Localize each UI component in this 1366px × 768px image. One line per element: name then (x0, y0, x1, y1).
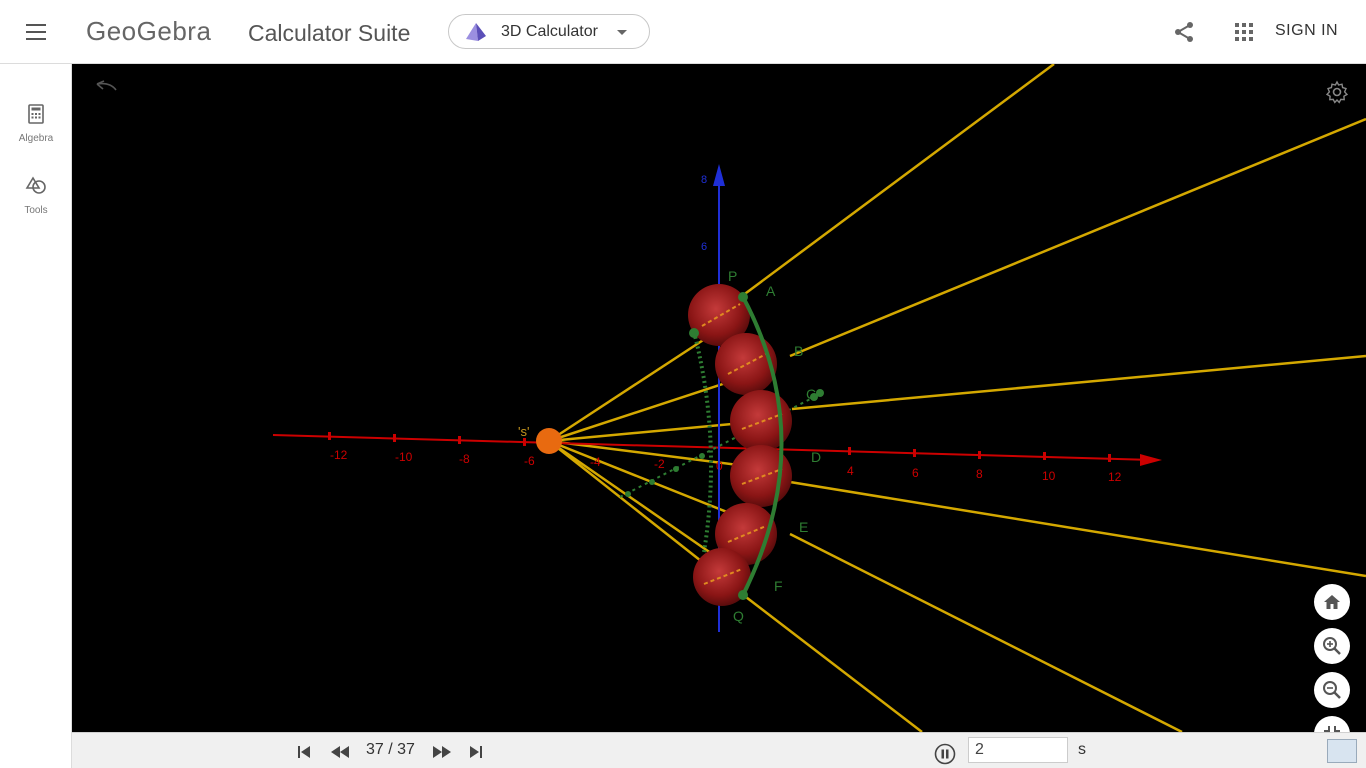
sidebar-item-label: Tools (24, 205, 48, 216)
speed-input[interactable] (968, 737, 1068, 763)
pause-icon[interactable] (934, 743, 956, 765)
home-icon (1324, 595, 1340, 609)
z-tick-label: 8 (701, 174, 707, 186)
graphics-3d-view[interactable]: -12 -10 -8 -6 -4 -2 0 4 6 8 10 12 8 6 (72, 64, 1366, 732)
x-tick-label: 4 (847, 464, 854, 478)
x-tick-label: 6 (912, 466, 919, 480)
point-label: C (806, 386, 816, 402)
home-button[interactable] (1314, 584, 1350, 620)
speed-unit: s (1078, 741, 1086, 758)
sign-in-button[interactable]: SIGN IN (1275, 22, 1339, 39)
ray-to-p (548, 329, 718, 443)
sidebar-item-label: Algebra (18, 133, 54, 144)
exit-fullscreen-button[interactable] (1314, 716, 1350, 732)
suite-title: Calculator Suite (248, 20, 411, 46)
x-tick-label: 8 (976, 467, 983, 481)
light-rays (548, 64, 1366, 732)
source-point (536, 428, 562, 454)
point-label: F (774, 578, 783, 594)
z-axis-arrow (713, 164, 725, 186)
x-tick-label: 10 (1042, 469, 1056, 483)
sidebar-item-tools[interactable]: Tools (0, 176, 72, 216)
sidebar-item-algebra[interactable]: Algebra (0, 104, 72, 144)
x-tick-label: -8 (459, 452, 470, 466)
calculator-icon (28, 104, 44, 124)
skip-end-icon[interactable] (468, 745, 484, 759)
point-label: Q (733, 608, 744, 624)
zoom-in-button[interactable] (1314, 628, 1350, 664)
zoom-in-icon (1323, 637, 1341, 655)
point-label: B (794, 343, 803, 359)
share-icon[interactable] (1172, 20, 1196, 44)
app-header: GeoGebra Calculator Suite 3D Calculator … (0, 0, 1366, 64)
pyramid-icon (466, 23, 486, 41)
apps-grid-icon[interactable] (1234, 22, 1254, 42)
x-tick-label: -2 (654, 457, 665, 471)
point-label: A (766, 283, 776, 299)
skip-start-icon[interactable] (296, 745, 312, 759)
exit-fullscreen-icon (1324, 726, 1340, 732)
zoom-out-button[interactable] (1314, 672, 1350, 708)
fast-forward-icon[interactable] (432, 745, 452, 759)
menu-icon[interactable] (20, 20, 52, 44)
gear-icon[interactable] (1325, 80, 1349, 104)
inner-arc (692, 331, 714, 553)
x-tick-label: -12 (330, 448, 348, 462)
x-tick-label: -10 (395, 450, 413, 464)
chevron-down-icon (617, 30, 627, 35)
x-tick-label: -6 (524, 454, 535, 468)
frame-counter: 37 / 37 (366, 741, 415, 758)
app-picker-dropdown[interactable]: 3D Calculator (448, 14, 650, 49)
x-tick-label: -4 (590, 455, 601, 469)
app-picker-label: 3D Calculator (501, 23, 598, 40)
x-tick-label: 12 (1108, 470, 1122, 484)
keyboard-icon[interactable] (1327, 739, 1357, 763)
zoom-out-icon (1323, 681, 1341, 699)
source-label: 's' (518, 424, 529, 439)
point-label: E (799, 519, 808, 535)
animation-bar: 37 / 37 s (72, 732, 1366, 768)
graphics-canvas[interactable]: -12 -10 -8 -6 -4 -2 0 4 6 8 10 12 8 6 (72, 64, 1366, 732)
point-label: P (728, 268, 737, 284)
geogebra-logo[interactable]: GeoGebra (86, 16, 212, 46)
sidebar: Algebra Tools (0, 64, 72, 768)
point-label: D (811, 449, 821, 465)
tools-icon (25, 176, 46, 194)
z-tick-label: 6 (701, 241, 707, 253)
undo-icon[interactable] (94, 78, 120, 96)
mirror-arc (741, 296, 784, 596)
spheres (688, 284, 792, 606)
rewind-icon[interactable] (330, 745, 350, 759)
x-axis-arrow (1140, 454, 1162, 466)
